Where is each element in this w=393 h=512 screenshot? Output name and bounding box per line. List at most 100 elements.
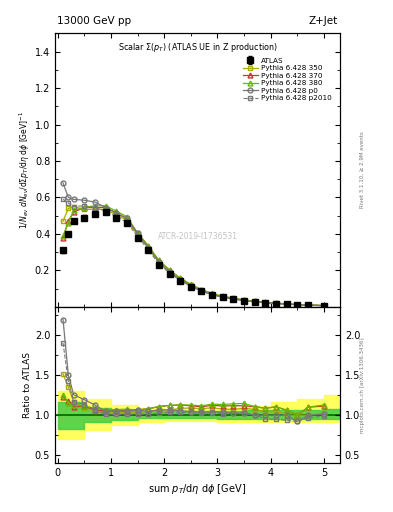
Pythia 6.428 370 — [284, 301, 289, 307]
Pythia 6.428 380 — [263, 300, 268, 306]
Pythia 6.428 p2010 — [295, 302, 300, 308]
Pythia 6.428 p2010 — [93, 204, 97, 210]
Pythia 6.428 380 — [284, 301, 289, 307]
Pythia 6.428 p2010 — [306, 302, 310, 308]
Pythia 6.428 380 — [295, 302, 300, 308]
Pythia 6.428 370 — [274, 300, 278, 306]
Text: ATCR-2019-I1736531: ATCR-2019-I1736531 — [158, 231, 237, 241]
Line: Pythia 6.428 p0: Pythia 6.428 p0 — [61, 180, 327, 308]
Pythia 6.428 370 — [114, 210, 119, 216]
Line: Pythia 6.428 p2010: Pythia 6.428 p2010 — [61, 197, 327, 308]
Pythia 6.428 370 — [189, 282, 193, 288]
Pythia 6.428 350 — [321, 303, 326, 309]
Pythia 6.428 p2010 — [263, 300, 268, 306]
Pythia 6.428 380 — [82, 204, 87, 210]
Pythia 6.428 350 — [306, 302, 310, 308]
Pythia 6.428 p0 — [135, 230, 140, 236]
Pythia 6.428 370 — [220, 293, 225, 300]
Pythia 6.428 370 — [178, 275, 182, 281]
Pythia 6.428 380 — [66, 220, 71, 226]
Pythia 6.428 p2010 — [274, 301, 278, 307]
Pythia 6.428 370 — [242, 297, 246, 303]
Pythia 6.428 370 — [93, 204, 97, 210]
Pythia 6.428 370 — [167, 267, 172, 273]
Pythia 6.428 380 — [71, 207, 76, 214]
Pythia 6.428 350 — [199, 287, 204, 293]
Line: Pythia 6.428 370: Pythia 6.428 370 — [61, 205, 327, 308]
Pythia 6.428 370 — [199, 287, 204, 293]
Pythia 6.428 350 — [274, 300, 278, 306]
Pythia 6.428 370 — [321, 303, 326, 309]
Pythia 6.428 p0 — [263, 300, 268, 306]
Pythia 6.428 350 — [242, 297, 246, 303]
Pythia 6.428 p0 — [66, 195, 71, 201]
Pythia 6.428 380 — [114, 208, 119, 214]
Pythia 6.428 350 — [156, 259, 161, 265]
Pythia 6.428 350 — [252, 298, 257, 305]
Pythia 6.428 380 — [146, 243, 151, 249]
Pythia 6.428 350 — [295, 302, 300, 308]
Pythia 6.428 p2010 — [252, 299, 257, 305]
Pythia 6.428 p2010 — [231, 296, 236, 302]
Pythia 6.428 370 — [71, 209, 76, 215]
Pythia 6.428 370 — [263, 300, 268, 306]
Pythia 6.428 350 — [231, 296, 236, 302]
Pythia 6.428 350 — [146, 245, 151, 251]
Pythia 6.428 p2010 — [167, 270, 172, 276]
Pythia 6.428 p2010 — [103, 208, 108, 214]
Pythia 6.428 p0 — [146, 245, 151, 251]
Pythia 6.428 350 — [189, 282, 193, 288]
Pythia 6.428 p2010 — [82, 203, 87, 209]
Pythia 6.428 p0 — [274, 301, 278, 307]
Pythia 6.428 350 — [135, 232, 140, 238]
Pythia 6.428 380 — [156, 258, 161, 264]
Pythia 6.428 p0 — [167, 269, 172, 275]
Pythia 6.428 p0 — [295, 302, 300, 308]
Pythia 6.428 p2010 — [66, 200, 71, 206]
Pythia 6.428 p0 — [156, 259, 161, 265]
Pythia 6.428 380 — [306, 302, 310, 308]
Pythia 6.428 380 — [220, 293, 225, 300]
Pythia 6.428 370 — [252, 298, 257, 304]
Pythia 6.428 370 — [125, 216, 129, 222]
Pythia 6.428 p0 — [125, 216, 129, 222]
Pythia 6.428 370 — [61, 234, 65, 241]
Text: mcplots.cern.ch [arXiv:1306.3436]: mcplots.cern.ch [arXiv:1306.3436] — [360, 337, 365, 433]
Pythia 6.428 350 — [125, 217, 129, 223]
Pythia 6.428 p0 — [306, 302, 310, 308]
Pythia 6.428 p0 — [82, 197, 87, 203]
Pythia 6.428 370 — [231, 295, 236, 302]
Pythia 6.428 380 — [252, 298, 257, 304]
Pythia 6.428 350 — [66, 205, 71, 211]
Pythia 6.428 350 — [178, 276, 182, 282]
Pythia 6.428 350 — [220, 294, 225, 300]
Legend: ATLAS, Pythia 6.428 350, Pythia 6.428 370, Pythia 6.428 380, Pythia 6.428 p0, Py: ATLAS, Pythia 6.428 350, Pythia 6.428 37… — [241, 56, 334, 102]
Pythia 6.428 p2010 — [156, 261, 161, 267]
Pythia 6.428 350 — [167, 269, 172, 275]
Pythia 6.428 370 — [210, 291, 215, 297]
Pythia 6.428 p2010 — [114, 214, 119, 220]
Pythia 6.428 350 — [284, 301, 289, 307]
Pythia 6.428 380 — [231, 295, 236, 301]
Pythia 6.428 370 — [156, 258, 161, 264]
Pythia 6.428 370 — [295, 302, 300, 308]
Pythia 6.428 p0 — [103, 204, 108, 210]
Pythia 6.428 380 — [199, 287, 204, 293]
Pythia 6.428 350 — [61, 218, 65, 224]
Line: Pythia 6.428 380: Pythia 6.428 380 — [61, 203, 327, 308]
Pythia 6.428 p0 — [321, 303, 326, 309]
Pythia 6.428 370 — [103, 204, 108, 210]
Pythia 6.428 380 — [210, 290, 215, 296]
Pythia 6.428 380 — [135, 230, 140, 236]
Pythia 6.428 370 — [146, 243, 151, 249]
Pythia 6.428 350 — [114, 212, 119, 218]
Pythia 6.428 370 — [135, 230, 140, 236]
Y-axis label: $1/N_{ev}$ $dN_{ev}$/d$\Sigma p_T$/d$\eta$ d$\phi$ [GeV]$^{-1}$: $1/N_{ev}$ $dN_{ev}$/d$\Sigma p_T$/d$\et… — [18, 111, 32, 229]
Pythia 6.428 p0 — [210, 291, 215, 297]
Pythia 6.428 p2010 — [210, 292, 215, 298]
Pythia 6.428 p2010 — [71, 204, 76, 210]
Pythia 6.428 p2010 — [146, 246, 151, 252]
Pythia 6.428 p0 — [71, 196, 76, 202]
Pythia 6.428 p2010 — [284, 301, 289, 307]
Pythia 6.428 p2010 — [220, 294, 225, 301]
